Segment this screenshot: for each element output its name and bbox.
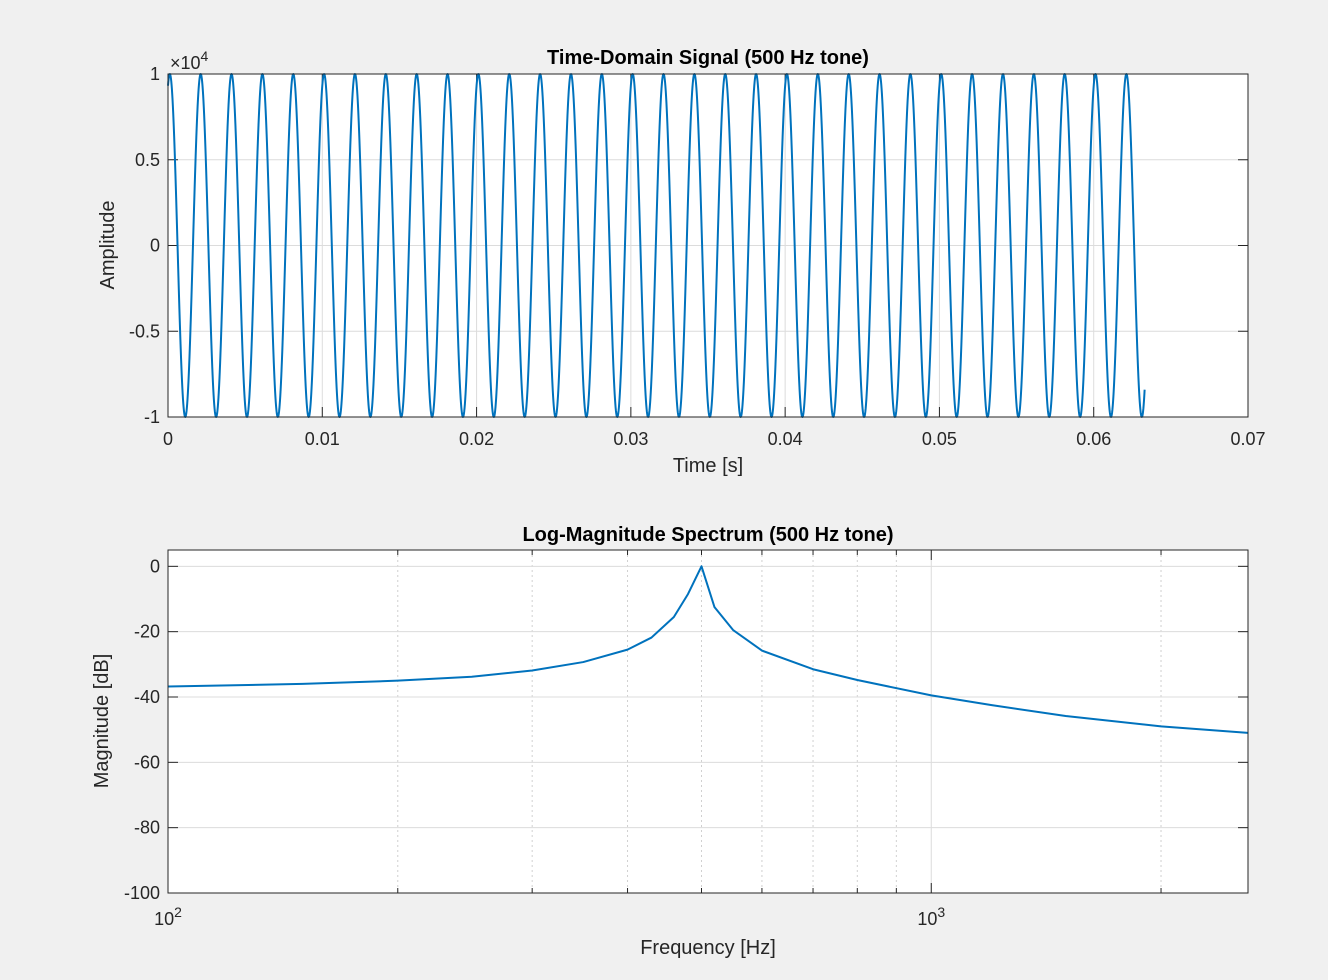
spectrum-y-tick-label: 0 — [150, 556, 160, 576]
time-signal-series — [167, 73, 1146, 418]
spectrum-x-axis-label: Frequency [Hz] — [640, 937, 776, 959]
time-signal-line — [167, 73, 1146, 418]
time-y-tick-label: 0.5 — [135, 150, 160, 170]
time-y-tick-label: 1 — [150, 64, 160, 84]
spectrum-y-tick-label: -40 — [134, 687, 160, 707]
spectrum-y-tick-label: -60 — [134, 752, 160, 772]
time-y-tick-label: -0.5 — [129, 321, 160, 341]
spectrum-y-axis-label: Magnitude [dB] — [91, 654, 113, 789]
time-chart-title: Time-Domain Signal (500 Hz tone) — [547, 47, 869, 69]
time-axes-ticks: 0 0.01 0.02 0.03 0.04 0.05 0.06 0.07 -1 -0.5 0 0.5 1 — [129, 64, 1266, 449]
spectrum-chart-title: Log-Magnitude Spectrum (500 Hz tone) — [522, 524, 893, 546]
spectrum-line — [167, 565, 1249, 734]
spectrum-x-tick-label: 102 — [154, 904, 182, 929]
spectrum-series — [167, 565, 1249, 734]
spectrum-axes: 102 103 -100 -80 -60 -40 -20 0 Log-Magnitude Sp… — [91, 524, 1249, 959]
time-x-tick-label: 0.05 — [922, 429, 957, 449]
spectrum-axes-background — [167, 549, 1249, 894]
time-x-axis-label: Time [s] — [673, 455, 743, 477]
spectrum-y-tick-label: -20 — [134, 622, 160, 642]
time-x-tick-label: 0.07 — [1230, 429, 1265, 449]
time-y-tick-label: 0 — [150, 236, 160, 256]
spectrum-axes-ticks: 102 103 -100 -80 -60 -40 -20 0 — [124, 550, 1248, 929]
time-domain-axes: 0 0.01 0.02 0.03 0.04 0.05 0.06 0.07 -1 -0.5 0 0.5 1… — [97, 47, 1266, 477]
time-y-exponent-label: ×104 — [170, 48, 209, 73]
spectrum-x-tick-label: 103 — [917, 904, 945, 929]
time-x-tick-label: 0.03 — [613, 429, 648, 449]
time-x-tick-label: 0.02 — [459, 429, 494, 449]
time-x-tick-label: 0.04 — [768, 429, 803, 449]
spectrum-y-tick-label: -80 — [134, 818, 160, 838]
time-axes-box — [167, 73, 1249, 418]
time-y-tick-label: -1 — [144, 407, 160, 427]
time-x-tick-label: 0.06 — [1076, 429, 1111, 449]
time-x-tick-label: 0 — [163, 429, 173, 449]
time-y-axis-label: Amplitude — [97, 201, 119, 290]
time-x-tick-label: 0.01 — [305, 429, 340, 449]
spectrum-axes-box — [167, 549, 1249, 894]
spectrum-y-tick-label: -100 — [124, 883, 160, 903]
